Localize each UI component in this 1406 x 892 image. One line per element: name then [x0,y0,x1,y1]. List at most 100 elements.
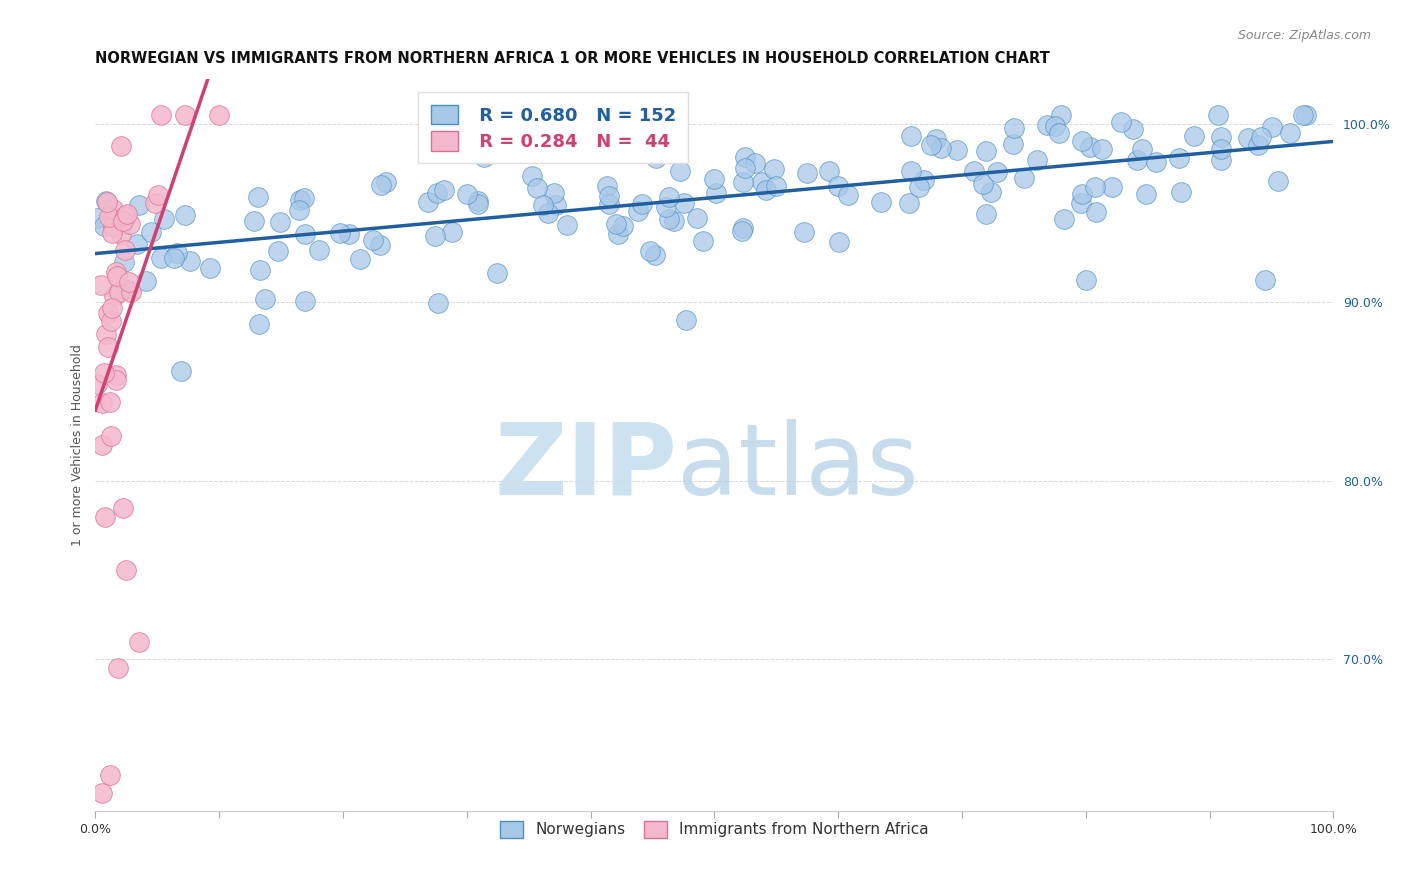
Point [100,429,122,443]
Point [290,193,312,207]
Point [734,161,756,175]
Point [1247,138,1270,153]
Point [733,221,755,235]
Point [115,282,138,296]
Point [1182,129,1205,144]
Point [329,227,352,241]
Point [526,181,548,195]
Point [1053,212,1076,227]
Point [146,187,169,202]
Point [751,175,773,189]
Point [179,253,201,268]
Point [98,211,121,225]
Point [426,296,449,310]
Point [139,225,162,239]
Point [150,251,173,265]
Point [125,237,148,252]
Point [246,190,269,204]
Point [920,137,942,152]
Point [1291,108,1313,122]
Point [98,394,121,409]
Point [543,186,565,200]
Point [103,219,125,233]
Point [198,261,221,276]
Point [645,151,668,165]
Point [153,212,176,227]
Point [163,251,186,265]
Point [467,197,489,211]
Point [1080,139,1102,153]
Point [925,132,948,146]
Point [370,238,392,252]
Point [105,268,128,283]
Point [1260,120,1282,134]
Point [1101,180,1123,194]
Point [1279,126,1302,140]
Point [94,509,117,524]
Point [1254,272,1277,286]
Point [796,166,818,180]
Point [818,163,841,178]
Point [96,326,118,341]
Point [675,312,697,326]
Point [100,314,122,328]
Point [1126,153,1149,167]
Point [673,196,696,211]
Point [94,194,117,208]
Point [612,219,634,233]
Point [605,217,627,231]
Point [104,373,127,387]
Point [555,218,578,232]
Point [103,289,125,303]
Point [1122,122,1144,136]
Point [1070,195,1092,210]
Point [537,205,560,219]
Point [912,173,935,187]
Point [288,202,311,217]
Point [704,186,727,201]
Point [731,175,754,189]
Point [837,188,859,202]
Point [1211,129,1233,144]
Point [974,145,997,159]
Point [1206,108,1229,122]
Point [1144,154,1167,169]
Point [627,203,650,218]
Point [734,150,756,164]
Point [249,262,271,277]
Point [423,229,446,244]
Point [370,178,392,192]
Point [93,366,115,380]
Point [1070,134,1092,148]
Point [962,164,984,178]
Point [1002,121,1025,136]
Text: ZIP: ZIP [495,418,678,516]
Point [110,139,132,153]
Point [1047,126,1070,140]
Point [598,196,620,211]
Point [349,252,371,266]
Point [1109,114,1132,128]
Point [1237,131,1260,145]
Point [613,136,636,151]
Point [1001,137,1024,152]
Point [128,634,150,648]
Point [135,274,157,288]
Text: NORWEGIAN VS IMMIGRANTS FROM NORTHERN AFRICA 1 OR MORE VEHICLES IN HOUSEHOLD COR: NORWEGIAN VS IMMIGRANTS FROM NORTHERN AF… [96,51,1050,66]
Point [97,340,120,354]
Point [170,364,193,378]
Point [1071,187,1094,202]
Point [105,265,128,279]
Point [426,186,449,200]
Point [104,368,127,383]
Point [652,128,675,143]
Point [243,214,266,228]
Point [441,225,464,239]
Point [416,195,439,210]
Point [115,207,138,221]
Point [1295,108,1317,122]
Point [1170,186,1192,200]
Point [1091,142,1114,156]
Point [91,396,114,410]
Point [929,141,952,155]
